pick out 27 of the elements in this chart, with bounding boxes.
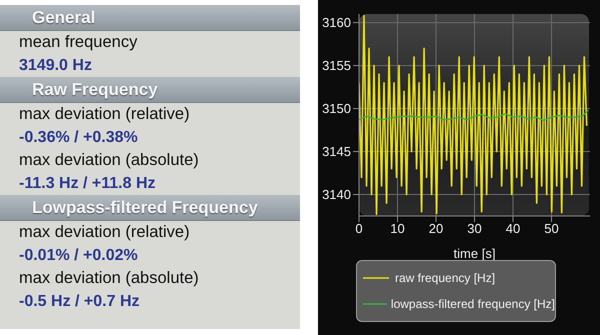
text: -11.3 Hz / +11.8 Hz — [18, 174, 157, 194]
text: Raw Frequency — [0, 77, 300, 103]
legend-label: raw frequency [Hz] — [394, 270, 496, 287]
text: -0.5 Hz / +0.7 Hz — [18, 292, 140, 312]
text: max deviation (absolute) — [18, 268, 200, 289]
text: max deviation (absolute) — [18, 150, 200, 171]
y-tick-label: 3150 — [322, 101, 351, 116]
text: Lowpass-filtered Frequency — [0, 195, 300, 221]
x-tick-label: 50 — [544, 221, 559, 236]
legend-label: lowpass-filtered frequency [Hz] — [390, 296, 555, 313]
y-tick-label: 3155 — [322, 58, 351, 74]
x-tick-label: 0 — [355, 221, 363, 236]
x-tick-label: 20 — [428, 221, 444, 236]
text: General — [0, 5, 300, 31]
text: -0.36% / +0.38% — [18, 128, 139, 148]
y-tick-label: 3140 — [322, 187, 351, 202]
text: max deviation (relative) — [18, 222, 191, 243]
x-tick-label: 30 — [467, 221, 482, 236]
line-series — [359, 110, 589, 122]
x-tick-label: 10 — [390, 221, 405, 236]
text: mean frequency — [18, 32, 138, 53]
x-tick-label: 40 — [506, 221, 520, 236]
text: 3149.0 Hz — [18, 56, 93, 76]
text: -0.01% / +0.02% — [18, 246, 139, 266]
y-tick-label: 3160 — [322, 15, 351, 30]
text: max deviation (relative) — [18, 104, 191, 125]
y-tick-label: 3145 — [322, 144, 351, 160]
